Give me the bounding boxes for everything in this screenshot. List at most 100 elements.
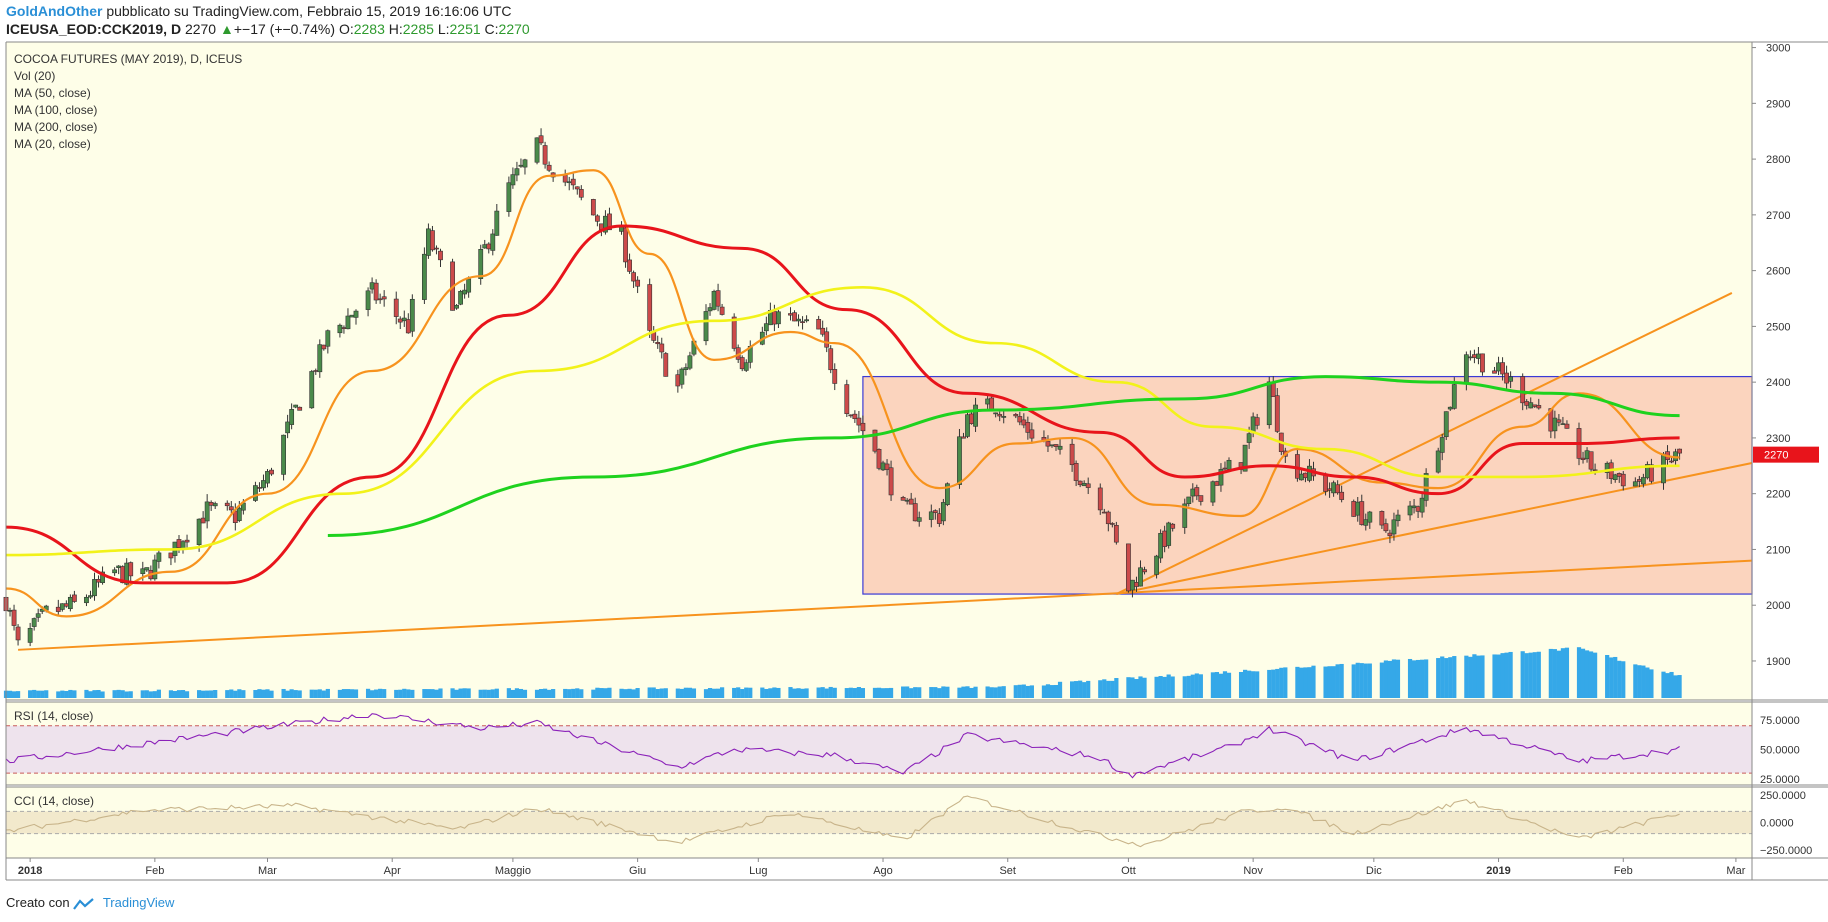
candle-down[interactable]	[1649, 464, 1654, 482]
candle-up[interactable]	[1138, 567, 1143, 587]
candle-up[interactable]	[1242, 444, 1248, 472]
candle-down[interactable]	[1170, 523, 1176, 529]
candle-down[interactable]	[1097, 487, 1103, 511]
candle-up[interactable]	[144, 567, 150, 571]
candle-down[interactable]	[997, 414, 1003, 417]
candle-up[interactable]	[261, 480, 266, 489]
candle-down[interactable]	[828, 348, 834, 371]
candle-down[interactable]	[228, 506, 234, 511]
candle-up[interactable]	[1355, 501, 1361, 516]
candle-up[interactable]	[518, 164, 524, 167]
candle-down[interactable]	[1013, 414, 1019, 417]
candle-down[interactable]	[731, 316, 737, 349]
candle-up[interactable]	[1476, 353, 1481, 359]
candle-up[interactable]	[522, 159, 528, 168]
candle-up[interactable]	[59, 603, 65, 610]
candle-down[interactable]	[594, 215, 600, 222]
candle-up[interactable]	[796, 318, 801, 322]
candle-up[interactable]	[309, 371, 315, 409]
candle-down[interactable]	[1339, 491, 1345, 500]
trend-line[interactable]	[1116, 462, 1753, 596]
candle-up[interactable]	[711, 291, 717, 310]
candle-down[interactable]	[1669, 460, 1674, 463]
candle-up[interactable]	[1661, 453, 1666, 484]
candle-up[interactable]	[1186, 496, 1192, 504]
candle-down[interactable]	[792, 312, 797, 322]
candle-down[interactable]	[1532, 404, 1538, 407]
candle-down[interactable]	[832, 369, 838, 384]
candle-up[interactable]	[1395, 514, 1401, 522]
candle-up[interactable]	[957, 436, 962, 485]
candle-up[interactable]	[337, 324, 343, 334]
candle-up[interactable]	[1552, 417, 1558, 432]
candle-down[interactable]	[1379, 511, 1385, 526]
candle-down[interactable]	[578, 189, 584, 198]
candle-up[interactable]	[743, 362, 749, 371]
candle-up[interactable]	[763, 323, 769, 332]
candle-up[interactable]	[1154, 555, 1159, 575]
candle-down[interactable]	[574, 186, 580, 190]
candle-up[interactable]	[236, 507, 242, 521]
candle-down[interactable]	[1359, 501, 1365, 525]
candle-down[interactable]	[128, 562, 134, 577]
candle-up[interactable]	[1246, 433, 1252, 443]
candle-down[interactable]	[788, 313, 793, 316]
candle-up[interactable]	[365, 290, 371, 310]
candle-down[interactable]	[772, 311, 777, 325]
candle-down[interactable]	[341, 327, 347, 329]
candle-down[interactable]	[932, 510, 938, 514]
ma50-line[interactable]	[5, 224, 1680, 585]
candle-up[interactable]	[1435, 450, 1441, 473]
candle-up[interactable]	[1049, 444, 1055, 447]
candle-up[interactable]	[506, 182, 512, 212]
cci-line[interactable]	[5, 795, 1680, 848]
candle-down[interactable]	[888, 467, 894, 496]
candle-up[interactable]	[84, 596, 89, 604]
candle-up[interactable]	[100, 571, 105, 584]
candle-down[interactable]	[200, 517, 206, 524]
candle-down[interactable]	[876, 448, 882, 469]
candle-up[interactable]	[776, 311, 781, 325]
candle-down[interactable]	[1085, 483, 1091, 488]
candle-down[interactable]	[1029, 429, 1035, 439]
candle-down[interactable]	[663, 353, 669, 377]
candle-up[interactable]	[349, 314, 355, 318]
candle-down[interactable]	[1053, 444, 1059, 447]
candle-up[interactable]	[1210, 481, 1216, 503]
candle-down[interactable]	[908, 498, 914, 505]
candle-up[interactable]	[1250, 416, 1256, 433]
candle-down[interactable]	[856, 417, 862, 426]
candle-down[interactable]	[1194, 487, 1200, 497]
candle-up[interactable]	[1612, 474, 1618, 480]
candle-down[interactable]	[1045, 440, 1051, 447]
candle-up[interactable]	[1447, 406, 1453, 410]
candle-up[interactable]	[253, 485, 258, 501]
candle-up[interactable]	[1391, 519, 1397, 535]
candle-down[interactable]	[675, 374, 681, 387]
candle-up[interactable]	[904, 499, 910, 502]
candle-down[interactable]	[590, 199, 596, 216]
candle-up[interactable]	[880, 462, 886, 471]
candle-down[interactable]	[1254, 417, 1260, 426]
candle-up[interactable]	[369, 282, 375, 290]
candle-down[interactable]	[1677, 448, 1682, 454]
candle-down[interactable]	[313, 370, 319, 372]
candle-down[interactable]	[719, 306, 725, 315]
candle-up[interactable]	[458, 291, 464, 305]
candle-down[interactable]	[373, 282, 379, 301]
candle-down[interactable]	[631, 272, 636, 282]
candle-down[interactable]	[884, 463, 890, 470]
candle-up[interactable]	[116, 565, 122, 569]
candle-up[interactable]	[1299, 473, 1304, 481]
candle-down[interactable]	[824, 331, 830, 348]
candle-up[interactable]	[426, 228, 431, 256]
candle-up[interactable]	[1130, 579, 1135, 591]
candle-down[interactable]	[1113, 525, 1119, 543]
candle-up[interactable]	[1001, 416, 1007, 418]
candle-up[interactable]	[1411, 505, 1417, 509]
candle-down[interactable]	[715, 290, 721, 307]
candle-down[interactable]	[739, 357, 745, 370]
candle-down[interactable]	[1524, 401, 1530, 406]
candle-down[interactable]	[176, 539, 182, 549]
candle-up[interactable]	[204, 501, 210, 522]
